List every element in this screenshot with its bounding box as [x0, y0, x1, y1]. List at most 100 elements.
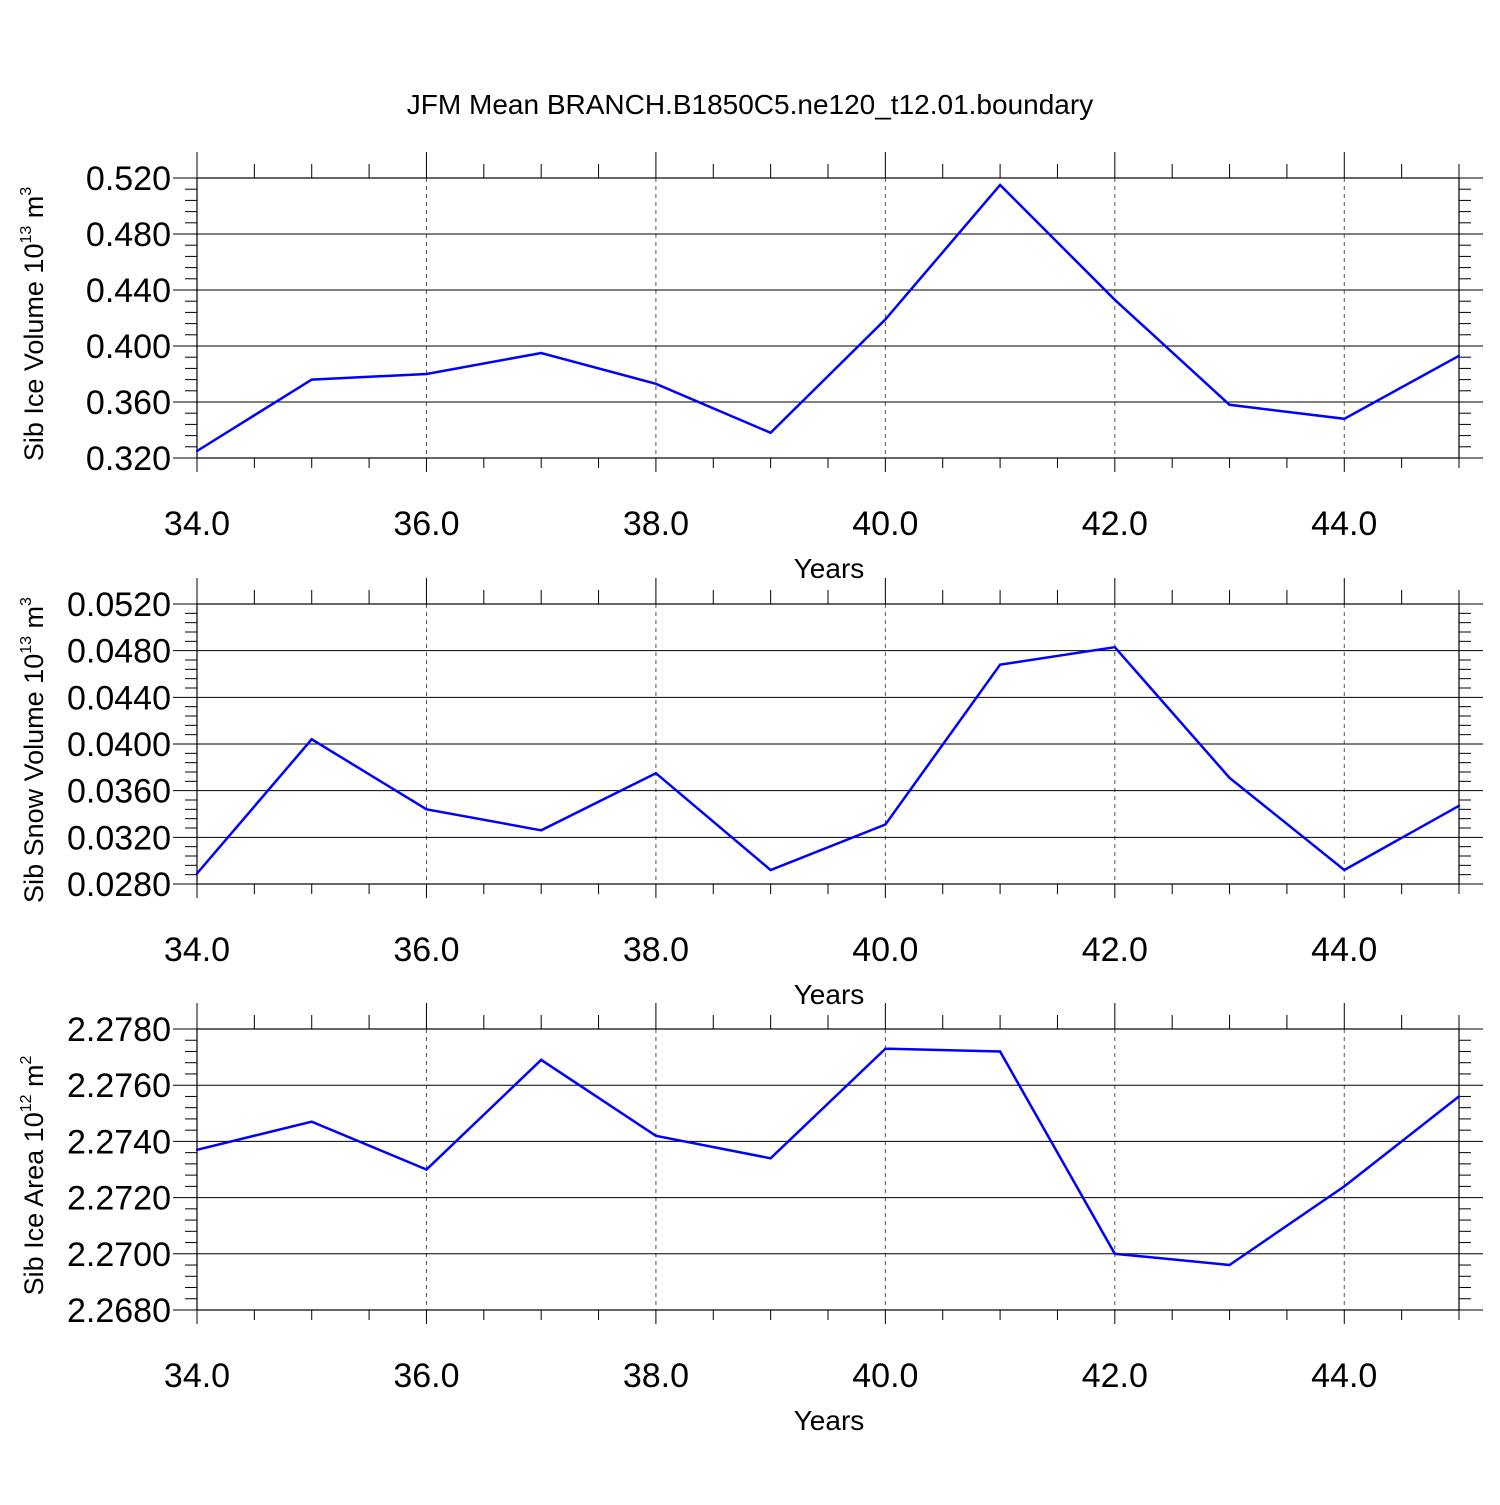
data-point — [884, 823, 887, 826]
y-axis-label: Sib Ice Area 1012 m2 — [18, 1055, 49, 1295]
data-point — [195, 1148, 199, 1152]
y-tick-label: 0.0520 — [67, 586, 171, 624]
data-point — [654, 771, 658, 775]
data-point — [195, 872, 199, 875]
data-point — [998, 183, 1002, 187]
data-point — [1228, 1263, 1231, 1267]
data-point — [1457, 1095, 1461, 1098]
y-tick-label: 2.2700 — [67, 1236, 171, 1274]
x-tick-label: 38.0 — [623, 505, 689, 543]
plot-frame — [196, 177, 1460, 459]
x-tick-label: 42.0 — [1082, 931, 1148, 969]
series-line — [196, 183, 1460, 453]
x-axis-label: Years — [794, 979, 865, 1010]
data-point — [425, 372, 428, 376]
data-point — [195, 449, 199, 453]
y-axis-label-superscript: 2 — [18, 1055, 35, 1064]
y-axis-label-text: Sib Ice Volume 10 — [19, 244, 49, 462]
plot-frame — [196, 1028, 1460, 1311]
data-point — [1343, 868, 1346, 872]
series-line — [196, 645, 1460, 875]
data-point — [884, 318, 887, 321]
y-axis-label-superscript: 3 — [18, 187, 35, 196]
x-tick-label: 40.0 — [852, 505, 918, 543]
data-point — [769, 431, 772, 434]
panel-1: 0.320 0.360 0.400 0.440 0.480 0.520 34.0 36.0 38… — [18, 152, 1483, 584]
data-point — [539, 351, 543, 355]
x-tick-label: 40.0 — [852, 1357, 918, 1395]
y-tick-label: 2.2680 — [67, 1292, 171, 1330]
data-point — [1343, 1185, 1346, 1188]
y-axis-label-text: Sib Ice Area 10 — [19, 1112, 49, 1295]
data-point — [425, 808, 428, 811]
data-point — [769, 1157, 772, 1160]
data-point — [1457, 804, 1461, 808]
data-point — [1113, 645, 1117, 649]
x-tick-label: 44.0 — [1311, 931, 1377, 969]
y-tick-label: 0.0480 — [67, 633, 171, 671]
data-point — [1457, 354, 1461, 357]
data-point — [539, 829, 543, 832]
x-tick-label: 36.0 — [393, 931, 459, 969]
data-point — [310, 738, 313, 741]
y-tick-label: 2.2760 — [67, 1067, 171, 1105]
y-axis-label-superscript: 13 — [18, 636, 35, 654]
x-tick-label: 44.0 — [1311, 505, 1377, 543]
y-tick-label: 0.440 — [86, 272, 171, 310]
x-tick-label: 38.0 — [623, 1357, 689, 1395]
data-point — [654, 1134, 658, 1137]
data-point — [1113, 298, 1117, 301]
y-axis-label-text: m — [19, 606, 49, 636]
y-axis-label: Sib Ice Volume 1013 m3 — [18, 187, 49, 461]
y-tick-label: 0.0320 — [67, 819, 171, 857]
series-line — [196, 1047, 1460, 1267]
y-axis-label-superscript: 13 — [18, 226, 35, 244]
data-point — [998, 663, 1002, 666]
y-tick-label: 2.2780 — [67, 1011, 171, 1049]
x-axis-label: Years — [794, 1405, 865, 1436]
y-tick-label: 0.0400 — [67, 726, 171, 764]
data-point — [1228, 403, 1231, 406]
x-tick-label: 34.0 — [164, 505, 230, 543]
x-tick-label: 34.0 — [164, 1357, 230, 1395]
x-tick-label: 40.0 — [852, 931, 918, 969]
data-point — [884, 1047, 887, 1050]
x-tick-label: 42.0 — [1082, 505, 1148, 543]
x-axis-label: Years — [794, 553, 865, 584]
data-point — [654, 382, 658, 385]
y-tick-label: 0.400 — [86, 328, 171, 366]
x-tick-label: 44.0 — [1311, 1357, 1377, 1395]
x-tick-label: 38.0 — [623, 931, 689, 969]
y-axis-label: Sib Snow Volume 1013 m3 — [18, 597, 49, 903]
data-point — [310, 1120, 313, 1123]
x-tick-label: 36.0 — [393, 1357, 459, 1395]
y-tick-label: 0.480 — [86, 216, 171, 254]
y-axis-label-text: m — [19, 1064, 49, 1094]
data-point — [310, 378, 313, 381]
y-axis-label-superscript: 3 — [18, 597, 35, 606]
y-tick-label: 0.0360 — [67, 773, 171, 811]
x-tick-label: 34.0 — [164, 931, 230, 969]
panel-2: 0.0280 0.0320 0.0360 0.0400 0.0440 0.0480 0.05… — [18, 578, 1483, 1010]
y-tick-label: 2.2720 — [67, 1180, 171, 1218]
data-point — [998, 1050, 1002, 1053]
y-tick-label: 2.2740 — [67, 1123, 171, 1161]
y-tick-label: 0.0280 — [67, 866, 171, 904]
x-tick-label: 36.0 — [393, 505, 459, 543]
y-tick-label: 0.520 — [86, 160, 171, 198]
y-axis-label-superscript: 12 — [18, 1094, 35, 1112]
y-tick-label: 0.360 — [86, 384, 171, 422]
y-tick-label: 0.0440 — [67, 679, 171, 717]
data-point — [539, 1058, 543, 1062]
data-point — [425, 1168, 428, 1171]
data-point — [1228, 776, 1231, 780]
data-point — [1343, 417, 1346, 420]
panel-3: 2.2680 2.2700 2.2720 2.2740 2.2760 2.2780 34.0… — [18, 1003, 1483, 1436]
y-axis-label-text: Sib Snow Volume 10 — [19, 654, 49, 903]
chart-title: JFM Mean BRANCH.B1850C5.ne120_t12.01.bou… — [407, 89, 1093, 120]
data-point — [769, 868, 772, 872]
data-point — [1113, 1252, 1117, 1256]
plot-frame — [196, 603, 1460, 885]
